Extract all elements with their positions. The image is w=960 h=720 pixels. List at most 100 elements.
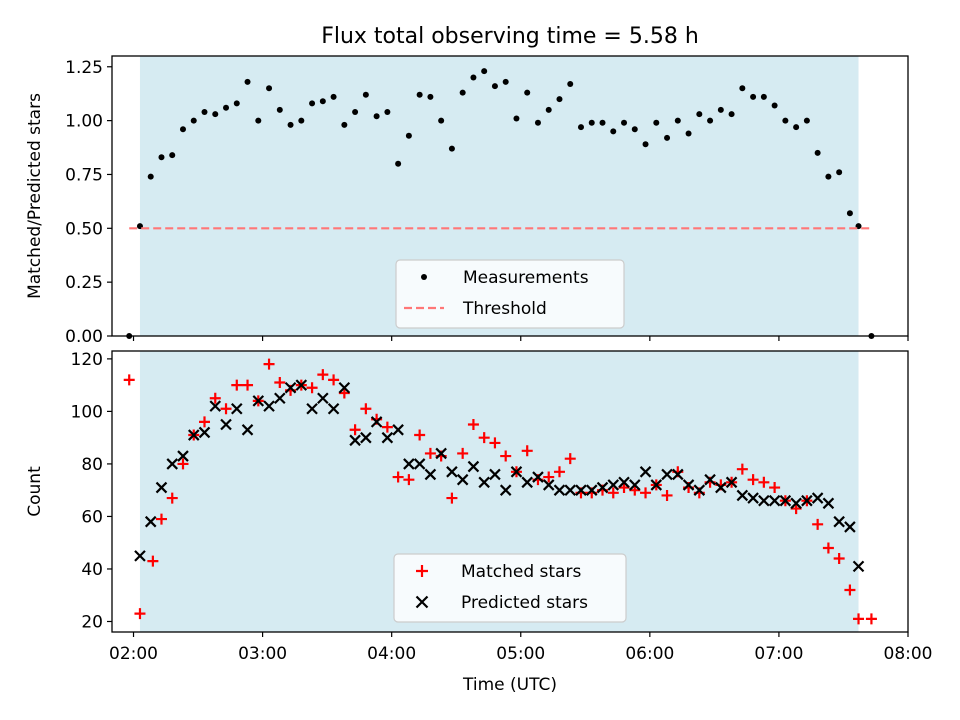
matched-star-point xyxy=(747,474,759,486)
matched-star-point xyxy=(833,552,845,564)
legend-marker xyxy=(416,565,428,577)
predicted-star-point xyxy=(144,515,157,528)
predicted-star-point xyxy=(715,481,727,494)
predicted-star-point xyxy=(381,431,394,444)
measurement-point xyxy=(502,78,509,85)
measurement-point xyxy=(642,141,649,148)
measurement-point xyxy=(309,100,316,107)
predicted-star-point xyxy=(252,395,265,407)
predicted-star-point xyxy=(650,479,663,491)
y-tick-label: 120 xyxy=(71,350,103,370)
measurement-point xyxy=(567,81,574,87)
measurement-point xyxy=(836,169,843,176)
matched-star-point xyxy=(812,518,824,530)
matched-star-point xyxy=(414,429,426,441)
measurement-point xyxy=(728,111,735,118)
measurement-point xyxy=(244,78,251,85)
matched-star-point xyxy=(147,555,159,567)
matched-star-point xyxy=(500,450,512,462)
measurement-point xyxy=(664,134,671,141)
matched-star-point xyxy=(446,492,458,504)
matched-star-point xyxy=(822,542,834,554)
predicted-star-point xyxy=(585,484,598,496)
y-tick-label: 1.00 xyxy=(65,112,103,132)
measurement-point xyxy=(803,117,810,124)
y-tick-label: 80 xyxy=(81,455,103,475)
matched-star-point xyxy=(392,471,404,483)
matched-star-point xyxy=(553,466,565,478)
predicted-star-point xyxy=(467,460,480,473)
matched-star-point xyxy=(381,421,393,433)
predicted-star-point xyxy=(790,497,802,510)
measurement-point xyxy=(298,117,305,124)
measurement-point xyxy=(352,109,359,115)
predicted-star-point xyxy=(306,402,318,415)
predicted-star-point xyxy=(220,418,232,431)
measurement-point xyxy=(287,121,294,128)
measurement-point xyxy=(341,121,348,128)
matched-star-point xyxy=(790,503,802,515)
predicted-star-point xyxy=(510,466,523,478)
matched-star-point xyxy=(629,484,641,496)
measurement-point xyxy=(212,111,219,118)
predicted-star-point xyxy=(338,381,351,394)
predicted-star-point xyxy=(155,481,168,494)
matched-star-point xyxy=(134,608,146,620)
measurement-point xyxy=(384,109,391,115)
predicted-star-point xyxy=(360,431,372,444)
measurement-point xyxy=(459,89,466,96)
chart-title: Flux total observing time = 5.58 h xyxy=(321,24,699,49)
matched-star-point xyxy=(640,487,652,499)
matched-star-point xyxy=(521,445,533,457)
predicted-star-point xyxy=(370,416,383,428)
measurement-point xyxy=(169,152,176,159)
predicted-star-point xyxy=(413,458,426,470)
matched-star-point xyxy=(403,474,415,486)
matched-star-point xyxy=(209,392,221,404)
matched-star-point xyxy=(123,374,135,386)
measurement-point xyxy=(739,85,746,92)
matched-star-point xyxy=(328,374,340,386)
matched-star-point xyxy=(349,424,361,436)
predicted-star-point xyxy=(241,424,254,436)
y-tick-label: 0.00 xyxy=(65,327,103,347)
measurement-point xyxy=(201,109,208,115)
axes-frame xyxy=(111,55,909,337)
measurement-point xyxy=(373,113,380,120)
y-tick-label: 100 xyxy=(71,402,103,422)
y-tick-label: 0.50 xyxy=(65,219,103,239)
legend-label: Measurements xyxy=(463,268,589,288)
predicted-star-point xyxy=(403,458,415,470)
predicted-star-point xyxy=(682,479,695,491)
matched-star-point xyxy=(274,377,286,389)
predicted-star-point xyxy=(209,400,222,412)
predicted-star-point xyxy=(435,447,447,460)
legend-label: Predicted stars xyxy=(461,593,588,613)
predicted-star-point xyxy=(618,476,630,489)
predicted-star-point xyxy=(177,450,189,462)
bottom-panel: 20 40 60 80 100 120 02:00 03:00 04:00 05:00 06:00 0… xyxy=(25,350,933,695)
matched-star-point xyxy=(489,437,501,449)
predicted-star-point xyxy=(446,466,458,478)
measurement-point xyxy=(362,91,369,98)
y-tick-label: 1.25 xyxy=(65,58,103,78)
predicted-star-point xyxy=(317,392,329,405)
measurement-point xyxy=(319,98,326,105)
measurement-point xyxy=(631,126,638,133)
predicted-star-point xyxy=(553,484,566,496)
measurement-point xyxy=(416,91,423,98)
measurement-point xyxy=(825,173,832,180)
x-tick-label: 05:00 xyxy=(496,644,545,664)
measurement-point xyxy=(427,93,434,100)
top-panel: 0.00 0.25 0.50 0.75 1.00 1.25 Matched/Predicte… xyxy=(25,55,909,347)
predicted-star-point xyxy=(231,402,243,415)
predicted-star-point xyxy=(489,468,501,481)
matched-star-point xyxy=(661,489,673,501)
axes-frame xyxy=(111,350,909,633)
predicted-star-point xyxy=(274,392,286,405)
matched-star-point xyxy=(317,369,329,381)
measurement-point xyxy=(405,132,412,139)
y-axis-label: Matched/Predicted stars xyxy=(25,93,45,299)
predicted-star-point xyxy=(456,473,469,486)
